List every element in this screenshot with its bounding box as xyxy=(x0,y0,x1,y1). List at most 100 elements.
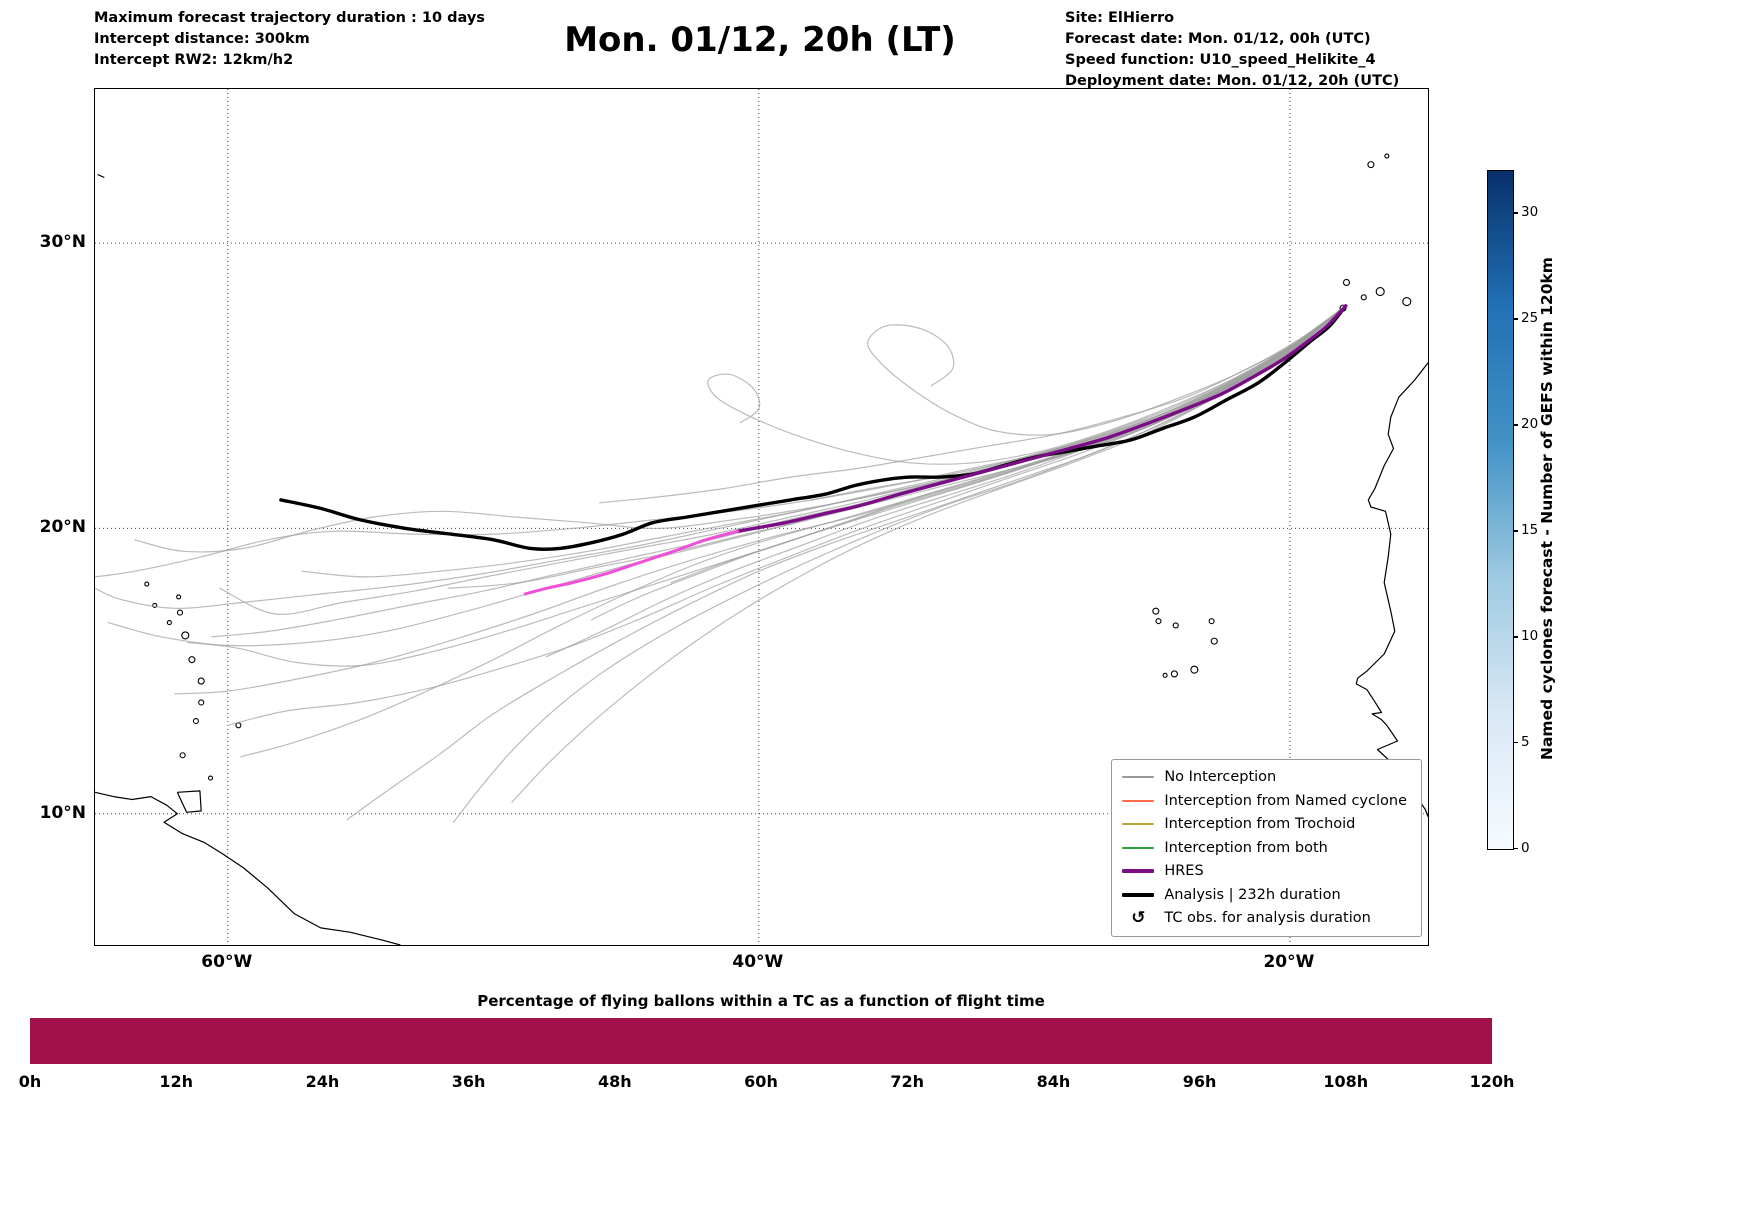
flight-time-tick-label: 120h xyxy=(1469,1072,1515,1091)
legend-item-trochoid: Interception from Trochoid xyxy=(1122,814,1407,836)
cyclone-symbol-icon: ↺ xyxy=(1131,908,1146,929)
legend-item-hres: HRES xyxy=(1122,861,1407,883)
island-gran-canaria xyxy=(1402,297,1412,307)
colorbar-tick-mark xyxy=(1513,636,1518,638)
header-speed-function: Speed function: U10_speed_Helikite_4 xyxy=(1065,52,1376,69)
colorbar-tick-label: 30 xyxy=(1521,204,1539,221)
islands xyxy=(144,153,1412,788)
colorbar-tick-label: 5 xyxy=(1521,734,1530,751)
legend: No Interception Interception from Named … xyxy=(1111,758,1422,937)
y-axis-tick-label: 30°N xyxy=(39,232,86,253)
header-intercept-distance: Intercept distance: 300km xyxy=(94,31,310,48)
legend-line-sample xyxy=(1122,799,1155,802)
island-brava xyxy=(1162,672,1168,678)
island-fogo xyxy=(1170,670,1178,678)
y-axis-tick-label: 20°N xyxy=(39,517,86,538)
gefs-trajectory xyxy=(174,305,1347,695)
colorbar-tick-mark xyxy=(1513,424,1518,426)
colorbar-tick-mark xyxy=(1513,742,1518,744)
legend-item-analysis: Analysis | 232h duration xyxy=(1122,884,1407,906)
island-la-gomera xyxy=(1360,294,1367,301)
legend-label: Interception from Trochoid xyxy=(1164,816,1356,833)
flight-time-tick-label: 84h xyxy=(1036,1072,1071,1091)
hres-highlight-trajectory xyxy=(523,529,740,596)
flight-time-tick-label: 0h xyxy=(18,1072,42,1091)
header-max-duration: Maximum forecast trajectory duration : 1… xyxy=(94,10,485,26)
gefs-trajectory xyxy=(707,305,1347,465)
legend-label: Interception from Named cyclone xyxy=(1164,792,1407,809)
colorbar-tick-label: 25 xyxy=(1521,310,1539,327)
gridlines xyxy=(95,89,1428,945)
figure-title: Mon. 01/12, 20h (LT) xyxy=(564,20,956,60)
legend-label: Analysis | 232h duration xyxy=(1164,886,1341,903)
x-axis-tick-label: 40°W xyxy=(732,952,784,972)
colorbar-tick-mark xyxy=(1513,318,1518,320)
legend-label: HRES xyxy=(1164,863,1204,880)
island-barbuda xyxy=(176,594,182,600)
colorbar-tick-label: 20 xyxy=(1521,416,1539,433)
legend-item-both: Interception from both xyxy=(1122,837,1407,859)
legend-item-no-interception: No Interception xyxy=(1122,767,1407,789)
strip-title: Percentage of flying ballons within a TC… xyxy=(477,992,1045,1010)
island-tenerife xyxy=(1375,287,1385,297)
x-axis-tick-label: 20°W xyxy=(1263,952,1315,972)
header-intercept-rw2: Intercept RW2: 12km/h2 xyxy=(94,52,294,69)
island-porto-santo xyxy=(1384,153,1390,159)
island-anguilla xyxy=(144,581,150,587)
flight-time-tick-label: 12h xyxy=(159,1072,194,1091)
flight-time-tick-label: 36h xyxy=(451,1072,486,1091)
gefs-trajectory xyxy=(452,305,1347,823)
coastline-trinidad xyxy=(176,790,202,813)
flight-time-tick-label: 72h xyxy=(890,1072,925,1091)
legend-item-tc-obs: ↺ TC obs. for analysis duration xyxy=(1122,908,1407,930)
x-axis-tick-label: 60°W xyxy=(201,952,253,972)
island-santo-antao xyxy=(1152,607,1160,615)
gefs-trajectory xyxy=(134,305,1347,553)
gefs-trajectory xyxy=(670,305,1347,584)
legend-line-sample xyxy=(1122,846,1155,849)
island-st-vincent xyxy=(192,717,199,725)
colorbar-tick-mark xyxy=(1513,530,1518,532)
island-santiago xyxy=(1190,665,1199,674)
colorbar-tick-mark xyxy=(1513,848,1518,850)
colorbar-tick-label: 0 xyxy=(1521,840,1530,856)
island-montserrat xyxy=(166,620,172,626)
gefs-trajectory xyxy=(227,305,1347,726)
colorbar-tick-label: 15 xyxy=(1521,522,1539,539)
coastlines xyxy=(95,174,1428,945)
gefs-trajectory xyxy=(511,305,1347,803)
colorbar-tick-mark xyxy=(1513,212,1518,214)
flight-time-tick-label: 60h xyxy=(744,1072,778,1091)
header-deployment-date: Deployment date: Mon. 01/12, 20h (UTC) xyxy=(1065,73,1400,90)
gefs-trajectory xyxy=(187,305,1347,667)
tc-percentage-strip xyxy=(30,1018,1492,1064)
colorbar xyxy=(1487,170,1514,850)
y-axis-tick-label: 10°N xyxy=(39,802,86,823)
gefs-trajectory xyxy=(107,305,1347,647)
legend-line-sample xyxy=(1122,869,1155,874)
island-madeira xyxy=(1367,161,1375,169)
map-plot: No Interception Interception from Named … xyxy=(94,88,1429,946)
island-dominica xyxy=(188,656,196,664)
island-la-palma xyxy=(1342,278,1351,287)
island-grenada xyxy=(179,752,186,759)
header-right-block: Site: ElHierro Forecast date: Mon. 01/12… xyxy=(1065,8,1399,92)
map-canvas xyxy=(95,89,1428,945)
analysis-trajectory xyxy=(279,304,1348,551)
gefs-trajectory xyxy=(867,305,1347,436)
legend-item-named-cyclone: Interception from Named cyclone xyxy=(1122,790,1407,812)
header-left-block: Maximum forecast trajectory duration : 1… xyxy=(94,8,485,71)
coastline-africa xyxy=(1355,362,1428,817)
island-sal xyxy=(1208,618,1215,625)
ensemble-trajectories xyxy=(95,305,1347,823)
flight-time-tick-label: 48h xyxy=(597,1072,632,1091)
gefs-trajectory xyxy=(811,305,1347,501)
hres-highlight-trajectory xyxy=(523,529,740,596)
island-martinique xyxy=(197,677,205,685)
colorbar-label: Named cyclones forecast - Number of GEFS… xyxy=(1538,257,1556,761)
island-sao-nicolau xyxy=(1172,622,1179,629)
island-antigua xyxy=(176,609,184,616)
gefs-trajectory xyxy=(219,305,1347,615)
island-tobago xyxy=(207,775,214,781)
